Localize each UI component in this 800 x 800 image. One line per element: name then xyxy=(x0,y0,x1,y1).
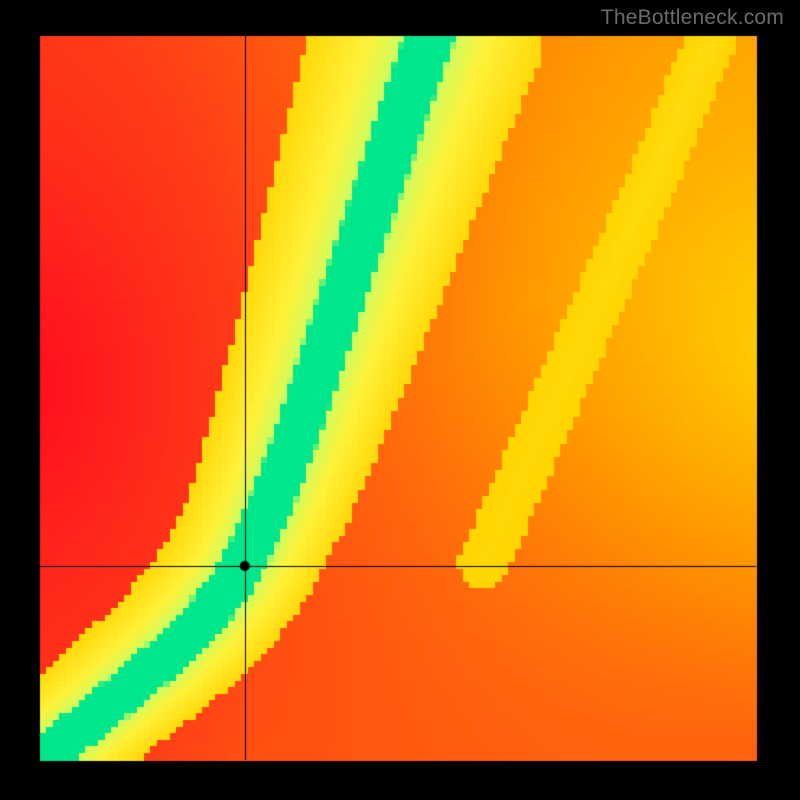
watermark-text: TheBottleneck.com xyxy=(601,6,784,30)
bottleneck-heatmap xyxy=(0,0,800,800)
